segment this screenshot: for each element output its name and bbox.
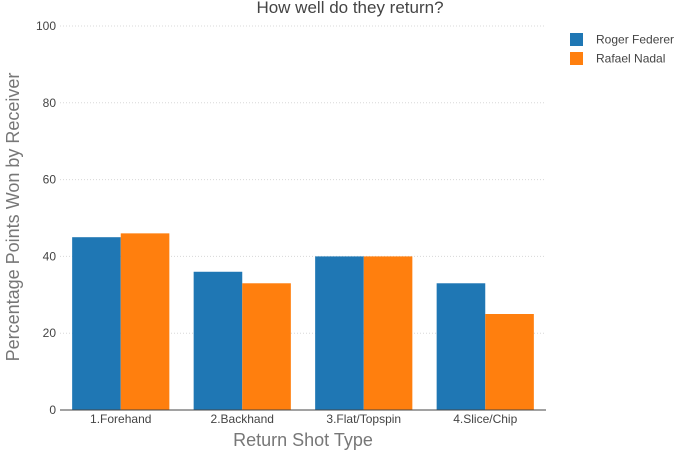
chart-title: How well do they return? [256,0,443,17]
x-tick-label: 2.Backhand [211,412,274,426]
y-tick-label: 60 [43,173,57,187]
bar-federer [436,283,486,410]
y-tick-label: 40 [43,249,57,263]
bar-federer [72,237,121,410]
x-tick-label: 3.Flat/Topspin [326,412,401,426]
y-tick-label: 80 [43,96,57,110]
y-tick-label: 100 [36,19,56,33]
x-tick-label: 4.Slice/Chip [453,412,517,426]
y-tick-label: 0 [49,403,56,417]
legend: Roger Federer Rafael Nadal [570,33,674,66]
legend-label: Roger Federer [596,33,674,47]
legend-label: Rafael Nadal [596,52,665,66]
bar-nadal [363,256,413,410]
x-axis-title: Return Shot Type [233,430,373,450]
y-tick-label: 20 [43,326,57,340]
x-tick-label: 1.Forehand [90,412,151,426]
y-axis-title: Percentage Points Won by Receiver [3,73,23,362]
bars [72,233,534,410]
bar-federer [315,256,364,410]
bar-federer [193,271,243,410]
y-axis-ticks: 0 20 40 60 80 100 [36,19,56,417]
bar-nadal [120,233,170,410]
legend-swatch [570,52,583,65]
legend-swatch [570,33,583,46]
bar-nadal [242,283,291,410]
x-axis-ticks: 1.Forehand 2.Backhand 3.Flat/Topspin 4.Slic… [90,412,518,426]
bar-nadal [485,314,534,410]
